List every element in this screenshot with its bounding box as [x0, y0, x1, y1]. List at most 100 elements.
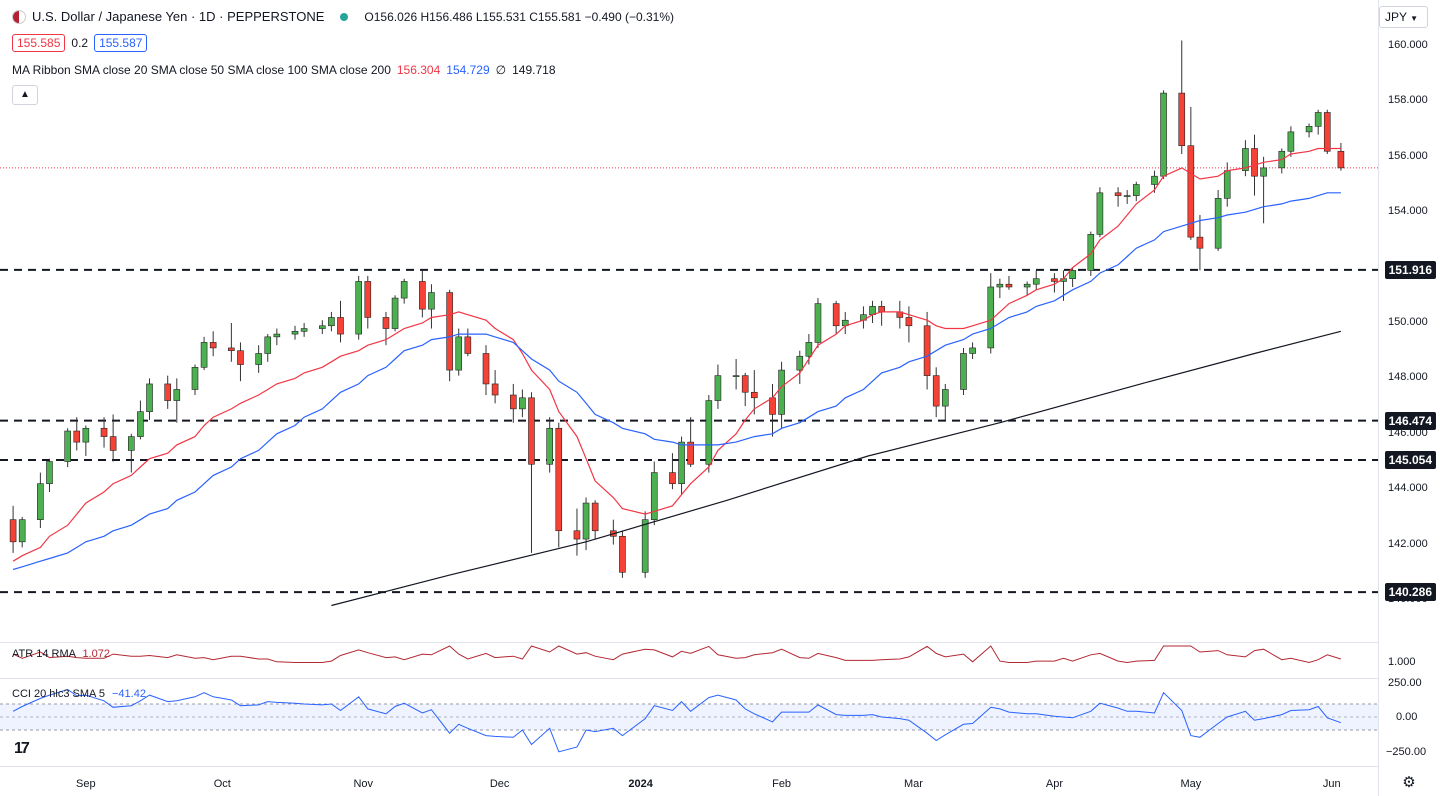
candle-body — [1223, 170, 1231, 199]
candle-body — [996, 283, 1004, 288]
cci-label: CCI 20 hlc3 SMA 5 — [12, 688, 105, 700]
level-price-badge: 146.474 — [1384, 411, 1436, 430]
atr-axis-label: 1.000 — [1388, 656, 1416, 668]
price-axis-label: 158.000 — [1388, 94, 1428, 107]
time-axis-label: Dec — [489, 778, 510, 790]
cci-legend[interactable]: CCI 20 hlc3 SMA 5 −41.42 — [12, 688, 146, 700]
candle-body — [391, 297, 399, 329]
candle-body — [464, 336, 472, 354]
candle-body — [528, 397, 535, 465]
sma20-line — [12, 147, 1341, 562]
candle-body — [1251, 148, 1258, 177]
candle-body — [1187, 145, 1195, 238]
candle-body — [1096, 192, 1104, 235]
candle-body — [300, 328, 308, 332]
candle-body — [519, 397, 526, 410]
candle-body — [714, 375, 722, 401]
candle-body — [573, 530, 581, 540]
candle-body — [1151, 175, 1158, 185]
candle-body — [678, 441, 685, 484]
ma-ribbon-legend[interactable]: MA Ribbon SMA close 20 SMA close 50 SMA … — [12, 63, 556, 77]
cci-axis-neg250: −250.00 — [1386, 746, 1427, 758]
sma50-line — [12, 192, 1341, 571]
price-axis-label: 142.000 — [1388, 537, 1428, 550]
candle-body — [1337, 150, 1345, 169]
symbol-title[interactable]: U.S. Dollar / Japanese Yen · 1D · PEPPER… — [32, 9, 325, 24]
sma20-value: 156.304 — [396, 63, 441, 77]
candle-body — [1051, 278, 1058, 282]
candle-body — [546, 427, 553, 465]
candle-body — [100, 427, 108, 437]
candle-body — [650, 472, 658, 520]
candle-body — [1314, 112, 1322, 127]
atr-value: 1.072 — [82, 648, 110, 660]
candle-body — [1023, 283, 1031, 288]
candle-body — [255, 353, 262, 365]
candle-body — [796, 355, 804, 371]
tradingview-logo-icon[interactable]: 17 — [14, 740, 30, 757]
time-axis-label: Apr — [1045, 778, 1063, 790]
candle-body — [237, 350, 244, 365]
settings-gear-icon[interactable]: ⚙ — [1402, 774, 1416, 791]
candle-body — [164, 383, 172, 401]
level-price-badge: 145.054 — [1384, 451, 1436, 469]
time-axis-label: May — [1180, 778, 1202, 790]
candle-body — [732, 375, 740, 377]
currency-select[interactable]: JPY ▼ — [1379, 6, 1428, 28]
candle-body — [228, 347, 235, 351]
symbol-header[interactable]: U.S. Dollar / Japanese Yen · 1D · PEPPER… — [12, 9, 674, 24]
candle-body — [9, 519, 17, 543]
candle-body — [64, 430, 71, 462]
candle-body — [1005, 283, 1013, 288]
candle-body — [446, 292, 453, 371]
candle-body — [1087, 234, 1095, 271]
candle-body — [73, 430, 81, 443]
price-axis-label: 154.000 — [1388, 205, 1428, 218]
bid-button[interactable]: 155.585 — [12, 34, 66, 52]
time-axis-label: 2024 — [628, 778, 653, 790]
candle-body — [18, 519, 26, 543]
candle-body — [741, 375, 749, 393]
time-axis-label: Mar — [903, 778, 923, 790]
price-axis-label: 146.000 — [1388, 426, 1428, 439]
ma-ribbon-label: MA Ribbon SMA close 20 SMA close 50 SMA … — [12, 63, 391, 77]
cci-line — [12, 688, 1342, 753]
candle-body — [1132, 184, 1140, 196]
candle-body — [382, 317, 390, 329]
candle-body — [364, 281, 372, 318]
sma200-value: 149.718 — [512, 63, 556, 77]
candle-body — [491, 383, 499, 396]
ohlc-values: O156.026 H156.486 L155.531 C155.581 −0.4… — [364, 9, 674, 24]
atr-legend[interactable]: ATR 14 RMA 1.072 — [12, 648, 110, 660]
price-axis-label: 144.000 — [1388, 482, 1428, 495]
ask-button[interactable]: 155.587 — [94, 34, 148, 52]
spread-value: 0.2 — [71, 36, 89, 50]
candle-body — [832, 303, 840, 327]
chevron-down-icon: ▼ — [1410, 14, 1419, 23]
candle-body — [932, 375, 940, 407]
candle-body — [1287, 131, 1295, 152]
candle-body — [264, 336, 272, 354]
level-price-badge: 151.916 — [1384, 260, 1436, 279]
candle-body — [200, 342, 208, 368]
time-axis-border — [0, 766, 1378, 767]
candle-body — [137, 411, 144, 437]
candle-body — [173, 389, 181, 401]
candle-body — [1196, 236, 1204, 249]
candle-body — [1178, 92, 1186, 147]
candle-body — [619, 535, 626, 573]
candle-body — [1323, 112, 1331, 152]
candle-body — [355, 281, 362, 335]
candle-body — [291, 331, 299, 335]
price-axis-label: 160.000 — [1388, 39, 1428, 51]
candle-body — [128, 436, 135, 451]
candle-body — [805, 342, 813, 357]
time-axis-label: Sep — [76, 778, 96, 790]
candle-body — [769, 397, 776, 415]
candle-body — [987, 286, 995, 349]
candle-body — [109, 436, 117, 451]
collapse-legend-button[interactable]: ▲ — [12, 85, 38, 105]
price-axis-border — [1378, 0, 1379, 796]
sma200-line — [331, 330, 1342, 607]
